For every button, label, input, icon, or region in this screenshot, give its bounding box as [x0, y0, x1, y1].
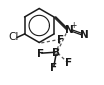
Text: F: F — [50, 63, 57, 73]
Text: +: + — [70, 21, 76, 30]
Text: Cl: Cl — [9, 32, 19, 42]
Text: B: B — [52, 48, 60, 58]
Text: N: N — [65, 25, 73, 35]
Text: F: F — [37, 49, 44, 59]
Text: N: N — [80, 30, 89, 40]
Text: F: F — [65, 58, 73, 68]
Text: F: F — [57, 35, 64, 45]
